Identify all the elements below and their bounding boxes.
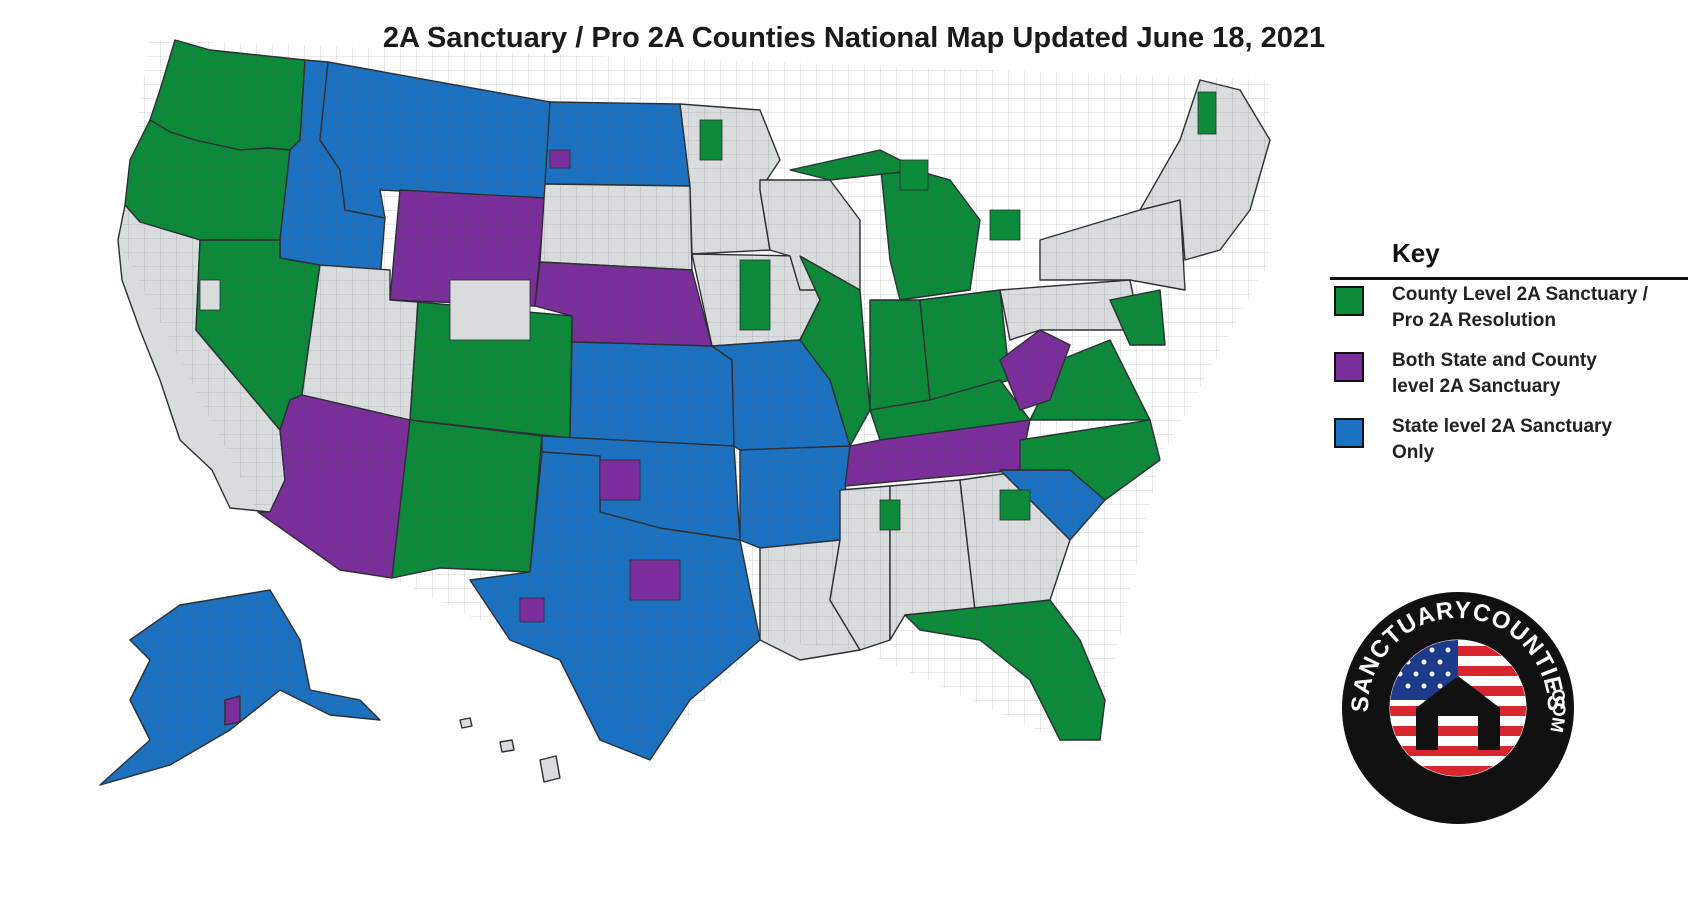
state-new-mexico [391, 419, 543, 579]
county-patch [739, 259, 771, 331]
sanctuary-counties-logo: SANCTUARYCOUNTIES .COM [1342, 592, 1574, 824]
state-florida [904, 599, 1106, 741]
legend-label: Both State and County [1392, 350, 1597, 371]
county-patch [199, 279, 221, 311]
legend-swatch [1334, 286, 1364, 316]
logo-text-com: .COM [1546, 681, 1569, 734]
county-patch [549, 149, 571, 169]
state-hawaii [459, 717, 561, 783]
state-kansas [569, 341, 735, 447]
county-patch [519, 597, 545, 623]
legend: Key County Level 2A Sanctuary / Pro 2A R… [1330, 238, 1690, 463]
county-patch [999, 489, 1031, 521]
county-patch [899, 159, 929, 191]
county-patch [449, 279, 531, 341]
county-patch [599, 459, 641, 501]
state-south-dakota [539, 183, 693, 271]
county-patch [699, 119, 723, 161]
legend-swatch [1334, 418, 1364, 448]
state-michigan [879, 159, 981, 301]
state-maryland-delaware-nj [1109, 289, 1166, 346]
legend-label: Pro 2A Resolution [1392, 310, 1556, 331]
state-north-dakota [544, 101, 691, 187]
state-alaska [99, 589, 381, 786]
state-minnesota [679, 103, 781, 255]
county-patch [629, 559, 681, 601]
legend-title: Key [1330, 238, 1688, 280]
county-patch [989, 209, 1021, 241]
state-new-york [1039, 199, 1186, 291]
legend-label: Only [1392, 442, 1435, 463]
legend-label: County Level 2A Sanctuary / [1392, 284, 1648, 305]
alaska-purple-borough [224, 695, 241, 726]
flag-house-icon [1390, 640, 1526, 776]
svg-text:.COM: .COM [1546, 681, 1569, 734]
legend-label: State level 2A Sanctuary [1392, 416, 1613, 437]
legend-swatch [1334, 352, 1364, 382]
county-patch [879, 499, 901, 531]
county-patch [1197, 91, 1217, 135]
state-arkansas [739, 445, 851, 549]
legend-label: level 2A Sanctuary [1392, 376, 1561, 397]
